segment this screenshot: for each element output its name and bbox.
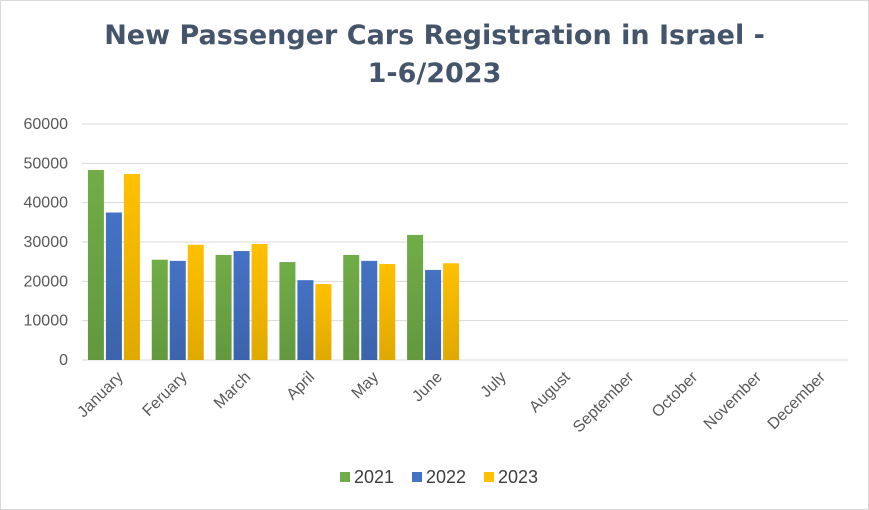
bar-2022-june bbox=[425, 269, 442, 360]
legend-label-2023: 2023 bbox=[498, 467, 538, 487]
bar-2021-january bbox=[87, 170, 104, 360]
bar-2021-march bbox=[215, 254, 232, 360]
x-tick-label: November bbox=[701, 368, 766, 433]
legend-label-2021: 2021 bbox=[354, 467, 394, 487]
x-tick-label: September bbox=[570, 368, 638, 436]
chart-title-line-1: New Passenger Cars Registration in Israe… bbox=[104, 20, 765, 51]
y-tick-label: 0 bbox=[59, 352, 68, 369]
bar-2021-feruary bbox=[151, 259, 168, 360]
x-tick-label: Feruary bbox=[140, 369, 191, 420]
bars bbox=[87, 170, 460, 360]
bar-2023-january bbox=[123, 173, 140, 360]
y-tick-label: 30000 bbox=[24, 234, 69, 251]
legend-swatch-2021 bbox=[340, 472, 350, 482]
y-tick-label: 40000 bbox=[24, 195, 69, 212]
bar-2023-may bbox=[379, 264, 396, 360]
chart-title-line-2: 1-6/2023 bbox=[367, 58, 502, 89]
x-tick-label: June bbox=[409, 369, 446, 406]
bar-2022-feruary bbox=[169, 260, 186, 360]
x-axis-ticks: January Feruary March April May June July Augus… bbox=[74, 368, 829, 436]
bar-2022-march bbox=[233, 251, 250, 360]
legend-swatch-2023 bbox=[484, 472, 494, 482]
x-tick-label: October bbox=[649, 368, 702, 421]
bar-2021-may bbox=[343, 254, 360, 360]
x-tick-label: May bbox=[349, 369, 382, 402]
legend-label-2022: 2022 bbox=[426, 467, 466, 487]
x-tick-label: April bbox=[284, 369, 319, 404]
bar-2023-march bbox=[251, 243, 268, 360]
legend-swatch-2022 bbox=[412, 472, 422, 482]
bar-2023-june bbox=[443, 263, 460, 360]
bar-2022-january bbox=[105, 212, 122, 360]
bar-2022-april bbox=[297, 280, 314, 360]
x-tick-label: March bbox=[211, 369, 254, 412]
bar-2023-april bbox=[315, 284, 332, 360]
x-tick-label: August bbox=[526, 368, 574, 416]
y-axis-ticks: 0 10000 20000 30000 40000 50000 60000 bbox=[24, 116, 69, 369]
bar-2023-feruary bbox=[187, 244, 204, 360]
y-tick-label: 60000 bbox=[24, 116, 69, 133]
x-tick-label: December bbox=[765, 368, 830, 433]
x-tick-label: January bbox=[74, 369, 126, 421]
y-tick-label: 20000 bbox=[24, 273, 69, 290]
bar-2021-june bbox=[407, 234, 424, 360]
gridlines bbox=[82, 123, 848, 361]
y-tick-label: 50000 bbox=[24, 155, 69, 172]
y-tick-label: 10000 bbox=[24, 313, 69, 330]
x-tick-label: July bbox=[478, 369, 510, 401]
bar-2021-april bbox=[279, 262, 296, 360]
bar-2022-may bbox=[361, 260, 378, 360]
legend: 2021 2022 2023 bbox=[340, 467, 538, 487]
